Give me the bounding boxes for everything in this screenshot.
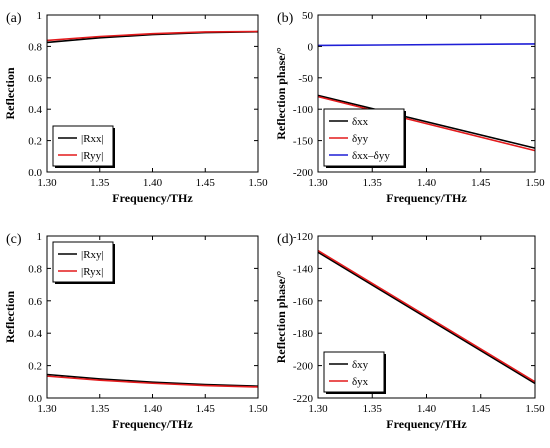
series-line bbox=[317, 95, 536, 152]
x-tick-label: 1.45 bbox=[471, 177, 491, 189]
panel-label: (d) bbox=[277, 232, 294, 247]
legend-label: δxx–δyy bbox=[352, 150, 390, 162]
x-tick-label: 1.50 bbox=[525, 177, 545, 189]
legend: δxx δyy δxx–δyy bbox=[323, 108, 406, 168]
x-tick-label: 1.35 bbox=[363, 177, 383, 189]
x-tick-label: 1.45 bbox=[471, 403, 491, 415]
series-line bbox=[317, 249, 536, 383]
panel-label: (b) bbox=[277, 11, 294, 26]
chart-panel-2: 1.30 1.35 1.40 1.45 1.50 -200 -150 -100 -50 0 50 Fr… bbox=[274, 10, 545, 205]
legend-label: |Ryy| bbox=[81, 150, 103, 162]
y-tick-label: 0.2 bbox=[28, 136, 42, 148]
series-line bbox=[46, 375, 259, 388]
chart-panel-4: 1.30 1.35 1.40 1.45 1.50 -220 -200 -180 -160 -140… bbox=[274, 231, 545, 431]
x-axis-title: Frequency/THz bbox=[112, 191, 193, 205]
x-axis-title: Frequency/THz bbox=[386, 191, 467, 205]
x-tick-label: 1.35 bbox=[90, 177, 110, 189]
x-tick-label: 1.30 bbox=[308, 403, 328, 415]
x-tick-label: 1.30 bbox=[37, 177, 57, 189]
legend-label: |Rxy| bbox=[81, 249, 104, 261]
y-axis-title: Reflection phase/° bbox=[274, 271, 288, 364]
x-tick-label: 1.45 bbox=[196, 177, 216, 189]
y-tick-label: -100 bbox=[293, 104, 314, 116]
series-line bbox=[46, 373, 259, 387]
y-tick-label: -220 bbox=[293, 393, 314, 405]
y-tick-label: -120 bbox=[293, 231, 314, 243]
x-axis-title: Frequency/THz bbox=[112, 417, 193, 431]
y-tick-label: 1 bbox=[37, 10, 43, 22]
y-tick-label: 50 bbox=[302, 10, 314, 22]
y-tick-label: 0.4 bbox=[28, 328, 42, 340]
x-tick-label: 1.50 bbox=[248, 403, 268, 415]
x-tick-label: 1.45 bbox=[196, 403, 216, 415]
x-tick-label: 1.35 bbox=[90, 403, 110, 415]
legend-box bbox=[323, 351, 385, 393]
y-axis-title: Reflection phase/° bbox=[274, 47, 288, 140]
y-tick-label: 0.8 bbox=[28, 263, 42, 275]
chart-panel-1: 1.30 1.35 1.40 1.45 1.50 0.0 0.2 0.4 0.6 0.8 1 Freq… bbox=[3, 10, 268, 205]
legend: |Rxx| |Ryy| bbox=[52, 125, 115, 168]
y-tick-label: 0.6 bbox=[28, 296, 42, 308]
x-tick-label: 1.40 bbox=[417, 177, 437, 189]
legend-label: δyy bbox=[352, 133, 369, 145]
y-tick-label: 1 bbox=[37, 231, 43, 243]
y-axis-title: Reflection bbox=[3, 67, 17, 119]
series-line bbox=[317, 251, 536, 385]
y-tick-label: -180 bbox=[293, 328, 314, 340]
legend: |Rxy| |Ryx| bbox=[52, 241, 115, 284]
y-tick-label: 0.8 bbox=[28, 41, 42, 53]
legend-label: |Ryx| bbox=[81, 266, 103, 278]
x-axis-title: Frequency/THz bbox=[386, 417, 467, 431]
panel-label: (a) bbox=[6, 11, 22, 26]
y-tick-label: 0.6 bbox=[28, 73, 42, 85]
y-tick-label: -150 bbox=[293, 136, 314, 148]
x-tick-label: 1.50 bbox=[248, 177, 268, 189]
y-tick-label: 0 bbox=[308, 41, 314, 53]
legend-label: δyx bbox=[352, 376, 369, 388]
legend: δxy δyx bbox=[323, 351, 386, 394]
y-tick-label: 0.2 bbox=[28, 361, 42, 373]
x-tick-label: 1.30 bbox=[37, 403, 57, 415]
y-tick-label: 0.0 bbox=[28, 167, 42, 179]
x-tick-label: 1.30 bbox=[308, 177, 328, 189]
series-line bbox=[317, 43, 536, 47]
legend-label: δxx bbox=[352, 116, 369, 128]
y-tick-label: -50 bbox=[298, 73, 313, 85]
legend-label: δxy bbox=[352, 359, 369, 371]
legend-box bbox=[52, 241, 114, 283]
y-tick-label: -160 bbox=[293, 296, 314, 308]
y-tick-label: -140 bbox=[293, 263, 314, 275]
chart-panel-3: 1.30 1.35 1.40 1.45 1.50 0.0 0.2 0.4 0.6 0.8 1 Freq… bbox=[3, 231, 268, 431]
x-tick-label: 1.35 bbox=[363, 403, 383, 415]
y-tick-label: 0.4 bbox=[28, 104, 42, 116]
panel-label: (c) bbox=[6, 232, 22, 247]
y-tick-label: -200 bbox=[293, 361, 314, 373]
y-tick-label: -200 bbox=[293, 167, 314, 179]
series-line bbox=[317, 94, 536, 149]
x-tick-label: 1.50 bbox=[525, 403, 545, 415]
y-tick-label: 0.0 bbox=[28, 393, 42, 405]
x-tick-label: 1.40 bbox=[143, 403, 163, 415]
series-line bbox=[46, 30, 259, 42]
x-tick-label: 1.40 bbox=[417, 403, 437, 415]
x-tick-label: 1.40 bbox=[143, 177, 163, 189]
legend-box bbox=[52, 125, 114, 167]
legend-label: |Rxx| bbox=[81, 133, 104, 145]
y-axis-title: Reflection bbox=[3, 291, 17, 343]
